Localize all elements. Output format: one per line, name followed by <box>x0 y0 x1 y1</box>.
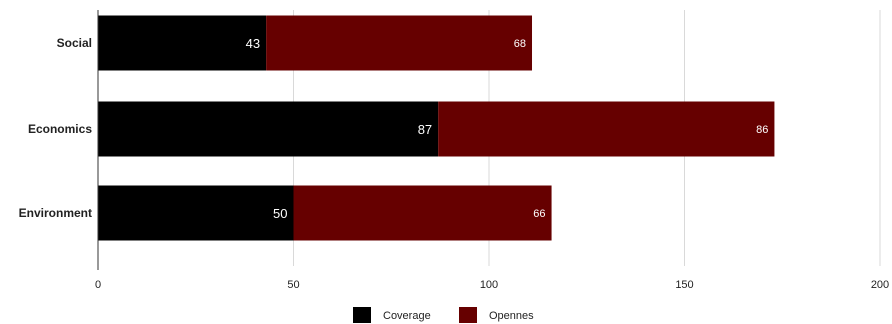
data-label: 50 <box>273 206 287 221</box>
category-label: Social <box>57 36 92 50</box>
legend-swatch-opennes <box>459 307 477 323</box>
data-label: 86 <box>756 124 768 136</box>
data-label: 68 <box>514 38 526 50</box>
category-label: Environment <box>19 206 92 220</box>
legend-swatch-coverage <box>353 307 371 323</box>
bar-coverage-environment <box>98 185 294 241</box>
x-tick-label: 50 <box>287 279 299 291</box>
x-tick-label: 150 <box>675 279 693 291</box>
x-tick-label: 200 <box>871 279 889 291</box>
category-label: Economics <box>28 122 92 136</box>
axes: 0 50 100 150 200 Social Economics Environment <box>19 10 889 291</box>
data-label: 43 <box>246 36 260 51</box>
bar-opennes-environment <box>293 185 552 241</box>
legend-label: Coverage <box>383 310 431 322</box>
bar-coverage-economics <box>98 101 439 157</box>
data-label: 87 <box>418 122 432 137</box>
bar-coverage-social <box>98 15 267 71</box>
data-labels: 43 68 87 86 50 66 <box>246 36 769 221</box>
x-tick-label: 100 <box>480 279 498 291</box>
legend-label: Opennes <box>489 310 534 322</box>
x-tick-label: 0 <box>95 279 101 291</box>
data-label: 66 <box>533 208 545 220</box>
bar-opennes-economics <box>438 101 775 157</box>
bars <box>98 15 775 241</box>
legend: Coverage Opennes <box>353 307 534 323</box>
bar-opennes-social <box>266 15 533 71</box>
